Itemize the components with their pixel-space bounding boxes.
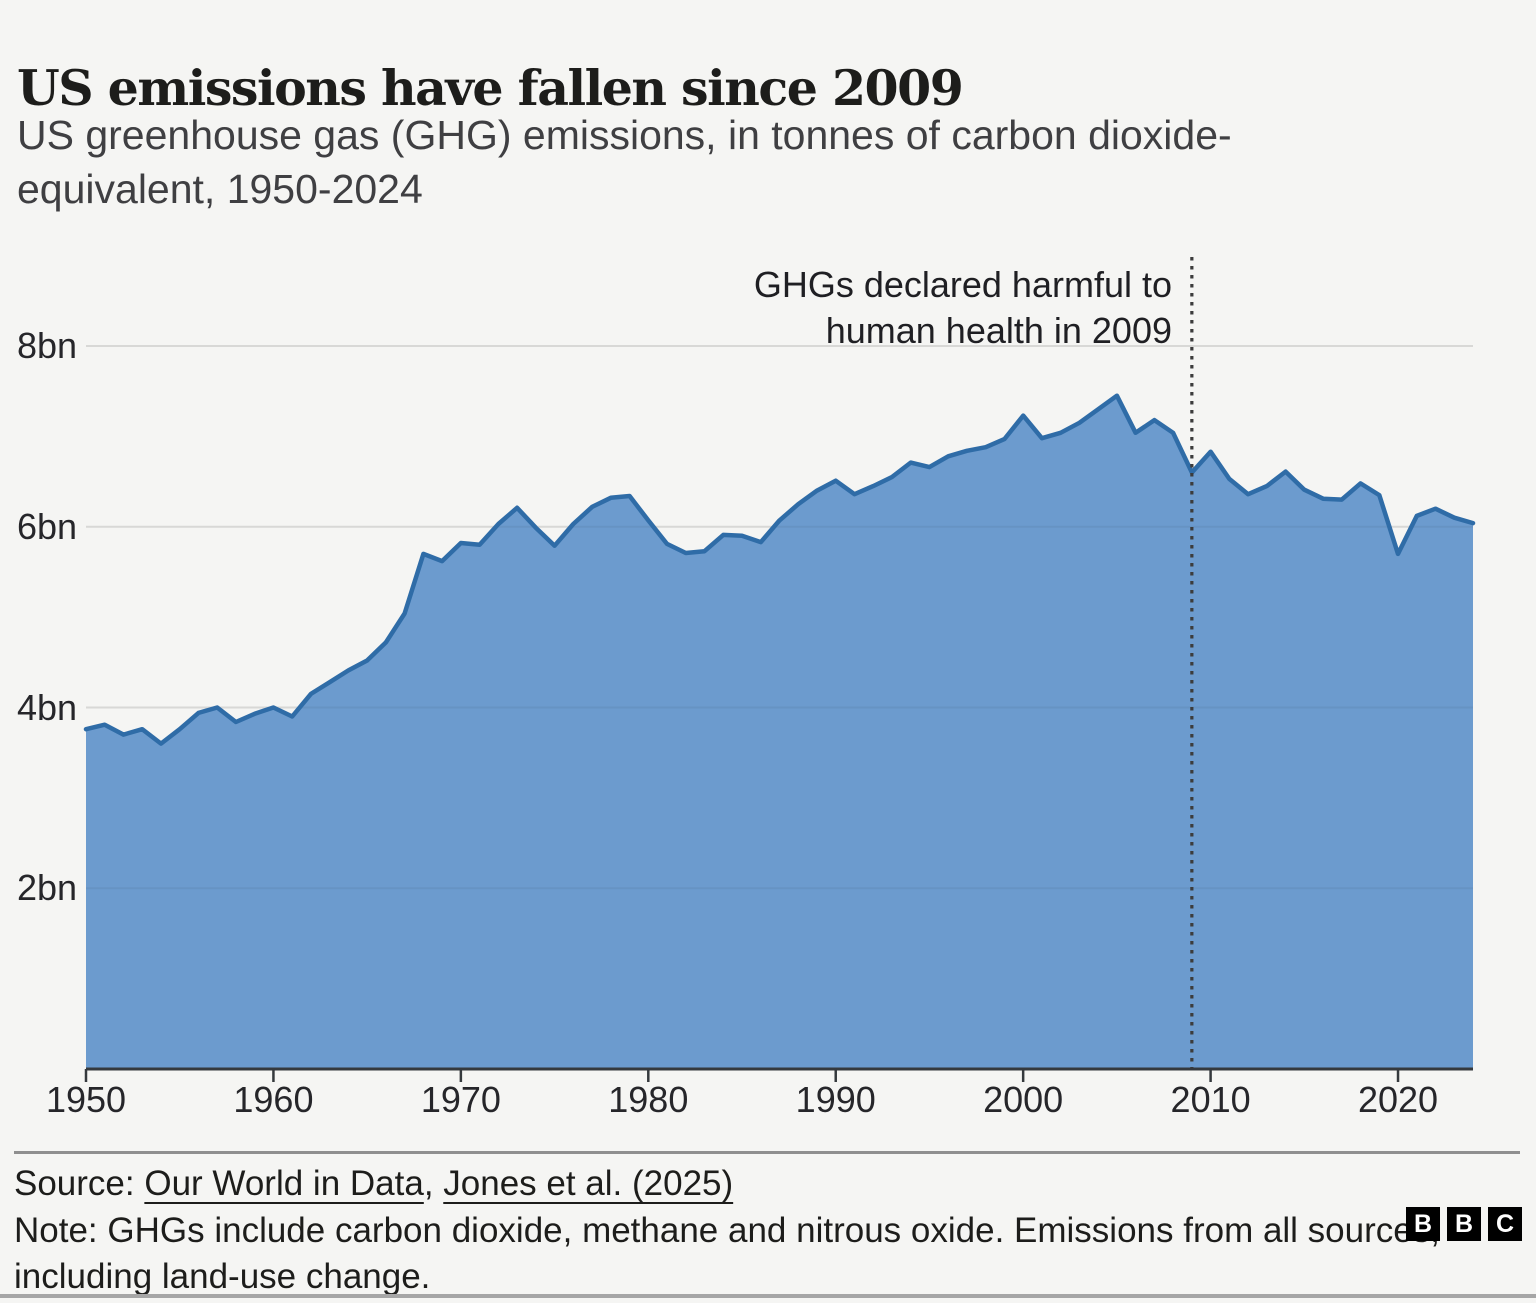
footnote-line2: including land-use change.	[14, 1257, 431, 1296]
source-link-jones-et-al[interactable]: Jones et al. (2025)	[443, 1164, 734, 1203]
x-axis-label-1980: 1980	[608, 1079, 689, 1120]
footer-divider	[14, 1151, 1520, 1154]
chart-subtitle-line1: US greenhouse gas (GHG) emissions, in to…	[17, 112, 1232, 158]
x-axis-label-2010: 2010	[1170, 1079, 1251, 1120]
bbc-logo: B B C	[1406, 1207, 1522, 1241]
footnote: Note: GHGs include carbon dioxide, metha…	[14, 1208, 1440, 1300]
footnote-line1: Note: GHGs include carbon dioxide, metha…	[14, 1211, 1440, 1250]
chart-subtitle: US greenhouse gas (GHG) emissions, in to…	[17, 108, 1232, 216]
bbc-logo-block-c: C	[1488, 1207, 1522, 1241]
bbc-logo-block-b1: B	[1406, 1207, 1440, 1241]
y-axis-label-8bn: 8bn	[17, 325, 78, 366]
chart-title: US emissions have fallen since 2009	[17, 58, 964, 117]
event-annotation-line1: GHGs declared harmful to	[753, 264, 1172, 305]
x-axis-label-1960: 1960	[233, 1079, 314, 1120]
y-axis-label-4bn: 4bn	[17, 686, 78, 728]
bottom-border	[0, 1294, 1536, 1298]
x-axis-label-2020: 2020	[1357, 1079, 1439, 1120]
x-axis-label-2000: 2000	[983, 1079, 1064, 1120]
emissions-line	[83, 393, 1476, 746]
chart-subtitle-line2: equivalent, 1950-2024	[17, 166, 423, 212]
x-axis-label-1950: 1950	[45, 1079, 127, 1120]
source-prefix: Source:	[14, 1164, 145, 1203]
source-separator: ,	[423, 1164, 444, 1203]
event-annotation: GHGs declared harmful to human health in…	[754, 262, 1172, 354]
source-link-our-world-in-data[interactable]: Our World in Data	[144, 1164, 424, 1203]
y-axis-label-2bn: 2bn	[17, 867, 78, 909]
emissions-area	[86, 395, 1473, 1069]
event-annotation-line2: human health in 2009	[825, 310, 1172, 351]
y-axis-label-6bn: 6bn	[17, 505, 78, 547]
bbc-logo-block-b2: B	[1447, 1207, 1481, 1241]
source-line: Source: Our World in Data, Jones et al. …	[14, 1164, 733, 1204]
x-axis-label-1970: 1970	[420, 1079, 501, 1120]
x-axis-label-1990: 1990	[795, 1079, 876, 1120]
